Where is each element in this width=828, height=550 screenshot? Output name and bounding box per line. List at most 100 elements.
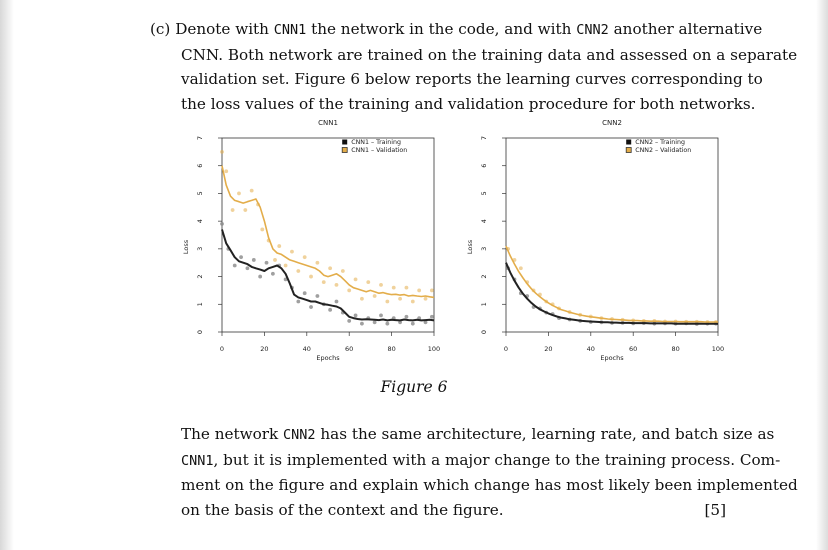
cnn1-validation-point	[296, 269, 301, 273]
x-tick-label: 80	[387, 345, 395, 353]
cnn1-validation-point	[334, 282, 339, 287]
page-shadow-left	[0, 0, 14, 550]
cnn1-validation-point	[372, 294, 377, 298]
x-tick-label: 40	[587, 345, 595, 353]
cnn1-training-point	[379, 313, 383, 318]
cnn1-training-point	[232, 263, 237, 268]
code-cnn2: CNN2	[283, 427, 316, 443]
cnn1-validation-point	[429, 288, 434, 293]
body-line: on the basis of the context and the figu…	[181, 498, 726, 523]
figure-caption: Figure 6	[380, 378, 448, 396]
question-line: the loss values of the training and vali…	[150, 92, 756, 117]
cnn1-training-point	[353, 313, 358, 318]
body-line: CNN1, but it is implemented with a major…	[181, 448, 780, 474]
code-cnn2: CNN2	[576, 22, 609, 38]
question-text: the loss values of the training and vali…	[181, 94, 756, 113]
cnn1-training-point	[245, 266, 250, 271]
y-tick-label: 7	[480, 136, 488, 140]
question-text: CNN. Both network are trained on the tra…	[181, 45, 798, 64]
legend-swatch-training	[626, 139, 632, 145]
cnn1-validation-point	[309, 274, 313, 279]
x-tick-label: 60	[345, 345, 353, 353]
x-tick-label: 0	[504, 345, 508, 353]
y-axis-label: Loss	[466, 239, 474, 254]
y-tick-label: 1	[480, 302, 488, 306]
cnn1-training-point	[334, 299, 339, 304]
body-text: has the same architecture, learning rate…	[315, 425, 775, 443]
cnn1-validation-point	[340, 269, 345, 273]
cnn1-validation-point	[423, 296, 428, 301]
cnn1-validation-point	[366, 280, 371, 285]
cnn1-validation-point	[321, 280, 326, 285]
page-shadow-right	[816, 0, 828, 550]
question-text: another alternative	[608, 20, 763, 38]
cnn1-training-point	[372, 320, 377, 325]
body-line: The network CNN2 has the same architectu…	[181, 422, 774, 448]
cnn1-training-line	[221, 229, 435, 322]
y-tick-label: 3	[480, 247, 488, 251]
y-tick-label: 0	[196, 330, 204, 334]
question-line: validation set. Figure 6 below reports t…	[150, 67, 763, 92]
cnn1-training-point	[302, 291, 307, 296]
question-line: (c) Denote with CNN1 the network in the …	[150, 17, 762, 43]
x-tick-label: 20	[544, 345, 552, 353]
cnn1-training-point	[360, 321, 364, 326]
cnn1-validation-point	[220, 149, 224, 154]
cnn1-training-point	[309, 305, 313, 309]
cnn1-validation-point	[224, 169, 229, 174]
cnn1-training-point	[423, 320, 428, 325]
question-paragraph: (c) Denote with CNN1 the network in the …	[150, 17, 797, 117]
x-tick-label: 100	[428, 345, 440, 353]
cnn1-validation-point	[404, 285, 409, 290]
y-tick-label: 5	[480, 191, 488, 195]
cnn1-training-point	[251, 258, 256, 262]
plot-frame	[221, 137, 435, 333]
question-label: (c)	[150, 20, 171, 38]
cnn1-training-point	[270, 271, 275, 276]
x-tick-label: 100	[712, 345, 724, 353]
chart-title: CNN2	[602, 119, 622, 127]
y-tick-label: 1	[196, 302, 204, 306]
x-tick-label: 40	[303, 345, 311, 353]
cnn1-validation-point	[273, 258, 277, 262]
y-tick-label: 3	[196, 247, 204, 251]
y-tick-label: 6	[196, 164, 204, 168]
cnn1-training-point	[264, 260, 269, 265]
cnn1-validation-point	[237, 191, 241, 196]
cnn2-loss-chart: CNN2 0 20 40 60 80 100 0 1 2 3 4 5 6 7 Epochs Loss CNN2 –…	[466, 119, 724, 362]
legend-swatch-training	[342, 139, 348, 145]
y-tick-label: 7	[196, 136, 204, 140]
question-text: validation set. Figure 6 below reports t…	[181, 70, 763, 88]
cnn1-training-point	[315, 294, 320, 298]
cnn1-training-point	[404, 314, 409, 319]
cnn1-validation-point	[379, 282, 383, 287]
cnn1-training-point	[398, 320, 402, 325]
cnn2-training-line	[505, 262, 718, 325]
y-tick-label: 4	[480, 219, 488, 223]
body-text: The network	[181, 425, 284, 443]
cnn1-loss-chart: CNN1 0 20 40 60 80 100 0 1 2 3 4 5 6 7 Epochs Loss CNN1 –…	[182, 119, 440, 362]
x-tick-label: 80	[671, 345, 679, 353]
cnn1-validation-point	[283, 263, 288, 268]
cnn1-validation-point	[315, 260, 320, 265]
cnn1-validation-point	[391, 285, 396, 290]
cnn1-validation-point	[290, 249, 294, 254]
cnn1-validation-point	[417, 288, 422, 293]
cnn1-training-point	[220, 222, 224, 226]
legend-label: CNN1 – Validation	[351, 147, 407, 154]
cnn1-validation-point	[410, 299, 415, 304]
chart-title: CNN1	[318, 119, 338, 127]
cnn2-validation-line	[505, 245, 718, 323]
x-axis-label: Epochs	[600, 354, 624, 362]
legend-label: CNN2 – Training	[635, 139, 685, 146]
cnn1-validation-point	[302, 255, 307, 260]
cnn1-validation-point	[277, 244, 282, 248]
legend-label: CNN1 – Training	[351, 139, 401, 146]
y-tick-label: 6	[480, 164, 488, 168]
question-line: CNN. Both network are trained on the tra…	[150, 43, 797, 68]
plot-frame	[505, 137, 719, 333]
y-tick-label: 2	[196, 275, 204, 279]
cnn1-training-point	[410, 321, 415, 326]
y-axis-label: Loss	[182, 239, 190, 254]
legend-label: CNN2 – Validation	[635, 147, 691, 154]
